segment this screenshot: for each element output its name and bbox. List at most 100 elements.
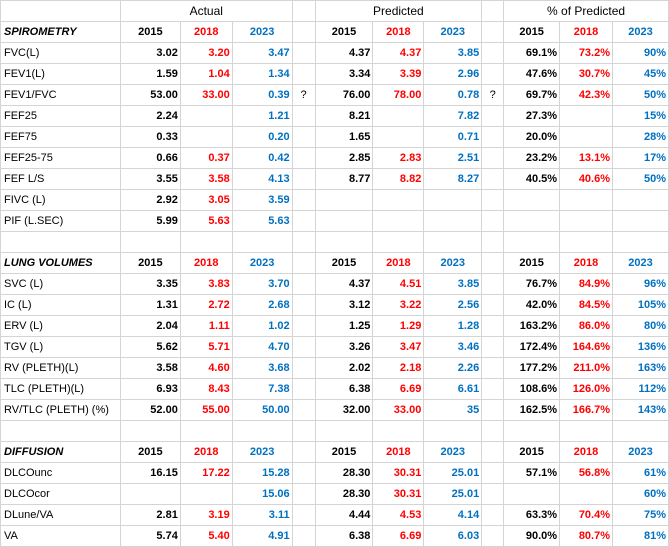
predicted-value: 6.69 (372, 378, 425, 400)
note-cell (291, 105, 316, 127)
predicted-value: 4.14 (423, 504, 483, 526)
predicted-value (372, 126, 425, 148)
pct-value: 112% (612, 378, 669, 400)
predicted-value: 1.65 (314, 126, 374, 148)
note-cell (291, 315, 316, 337)
note-cell: ? (481, 84, 505, 106)
spacer-cell (481, 441, 505, 463)
row-label: TGV (L) (0, 336, 121, 358)
note-cell (291, 168, 316, 190)
pct-value: 57.1% (503, 462, 561, 484)
empty-cell (179, 420, 233, 442)
pct-value: 69.1% (503, 42, 561, 64)
actual-value: 3.70 (231, 273, 293, 295)
predicted-value: 6.38 (314, 378, 374, 400)
predicted-value (372, 105, 425, 127)
actual-value (179, 483, 233, 505)
note-cell (481, 105, 505, 127)
empty-cell (423, 420, 483, 442)
empty-cell (291, 231, 316, 253)
data-row: FEF25-75 0.66 0.37 0.42 2.85 2.83 2.51 23.2% 13.… (0, 147, 669, 169)
actual-value: 5.71 (179, 336, 233, 358)
year-header: 2015 (119, 252, 181, 274)
actual-value: 5.63 (231, 210, 293, 232)
pct-value: 40.5% (503, 168, 561, 190)
actual-value: 2.72 (179, 294, 233, 316)
data-row: FEF75 0.33 0.20 1.65 0.71 20.0% 28% (0, 126, 669, 148)
spacer-cell (291, 0, 316, 22)
actual-value: 0.39 (231, 84, 293, 106)
actual-value: 5.62 (119, 336, 181, 358)
actual-value: 2.92 (119, 189, 181, 211)
predicted-value: 3.46 (423, 336, 483, 358)
predicted-value: 1.28 (423, 315, 483, 337)
section-row: SPIROMETRY 2015 2018 2023 2015 2018 2023 2015 20… (0, 21, 669, 43)
row-label: SVC (L) (0, 273, 121, 295)
pct-value (612, 189, 669, 211)
predicted-value: 2.56 (423, 294, 483, 316)
predicted-value: 3.39 (372, 63, 425, 85)
row-label: ERV (L) (0, 315, 121, 337)
actual-value: 33.00 (179, 84, 233, 106)
note-cell (481, 525, 505, 547)
actual-value: 3.02 (119, 42, 181, 64)
year-header: 2018 (372, 21, 425, 43)
predicted-value: 32.00 (314, 399, 374, 421)
empty-cell (503, 420, 561, 442)
actual-value: 3.58 (179, 168, 233, 190)
note-cell (481, 189, 505, 211)
predicted-value: 2.02 (314, 357, 374, 379)
pct-value (503, 483, 561, 505)
predicted-value (372, 210, 425, 232)
pct-value: 80.7% (559, 525, 614, 547)
actual-value: 4.70 (231, 336, 293, 358)
row-label: VA (0, 525, 121, 547)
note-cell (291, 525, 316, 547)
data-row: FVC(L) 3.02 3.20 3.47 4.37 4.37 3.85 69.1% 73.2%… (0, 42, 669, 64)
note-cell (291, 273, 316, 295)
pct-value: 17% (612, 147, 669, 169)
pct-value: 81% (612, 525, 669, 547)
actual-value: 5.40 (179, 525, 233, 547)
actual-value: 3.55 (119, 168, 181, 190)
actual-value: 2.24 (119, 105, 181, 127)
predicted-value: 0.71 (423, 126, 483, 148)
predicted-value: 6.03 (423, 525, 483, 547)
predicted-value: 2.51 (423, 147, 483, 169)
actual-value: 1.21 (231, 105, 293, 127)
data-row: PIF (L.SEC) 5.99 5.63 5.63 (0, 210, 669, 232)
year-header: 2018 (179, 252, 233, 274)
pct-value: 13.1% (559, 147, 614, 169)
predicted-value: 6.38 (314, 525, 374, 547)
actual-value: 3.05 (179, 189, 233, 211)
data-row: FEV1/FVC 53.00 33.00 0.39? 76.00 78.00 0.78? 69… (0, 84, 669, 106)
pct-value: 28% (612, 126, 669, 148)
predicted-value: 2.96 (423, 63, 483, 85)
actual-value: 3.68 (231, 357, 293, 379)
year-header: 2018 (559, 252, 614, 274)
empty-cell (612, 420, 669, 442)
pct-value (503, 189, 561, 211)
predicted-value (314, 189, 374, 211)
year-header: 2018 (179, 441, 233, 463)
spacer-cell (291, 441, 316, 463)
row-label: FIVC (L) (0, 189, 121, 211)
pct-value: 60% (612, 483, 669, 505)
pct-value: 80% (612, 315, 669, 337)
pct-value: 163.2% (503, 315, 561, 337)
predicted-value: 25.01 (423, 483, 483, 505)
empty-cell (231, 231, 293, 253)
empty-cell (119, 420, 181, 442)
pct-value: 50% (612, 168, 669, 190)
year-header: 2015 (503, 252, 561, 274)
actual-value: 15.28 (231, 462, 293, 484)
year-header: 2015 (119, 441, 181, 463)
pct-value (559, 105, 614, 127)
actual-value: 1.02 (231, 315, 293, 337)
note-cell (481, 42, 505, 64)
note-cell (291, 462, 316, 484)
empty-cell (314, 420, 374, 442)
pct-value (559, 126, 614, 148)
year-header: 2018 (179, 21, 233, 43)
